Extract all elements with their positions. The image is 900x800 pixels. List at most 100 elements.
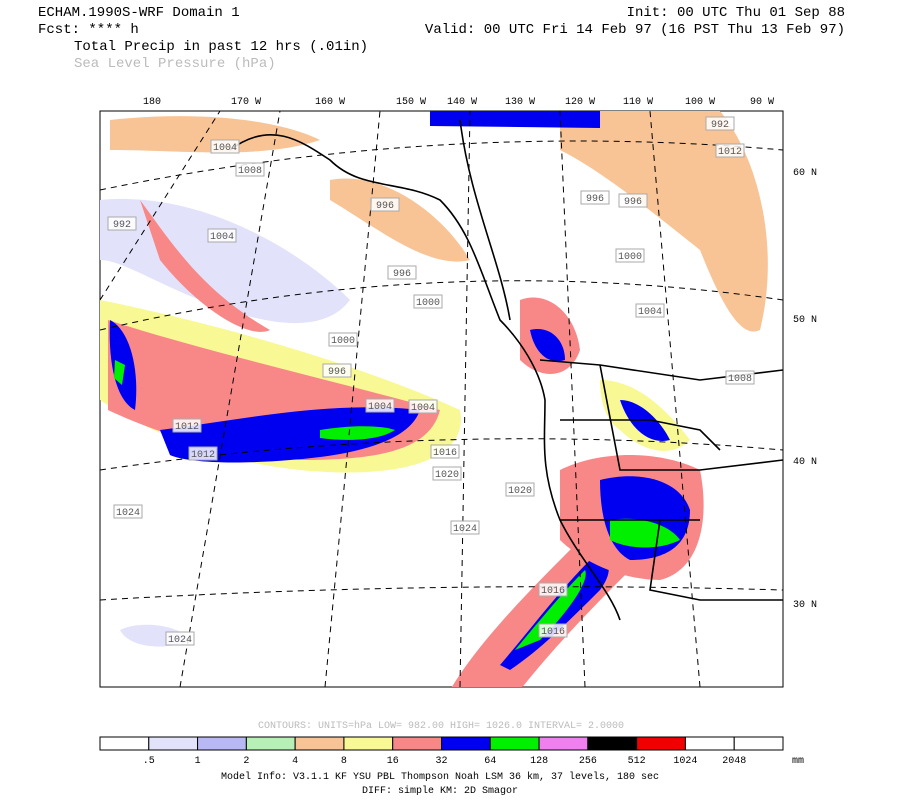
- contour-label: 1012: [175, 422, 199, 433]
- contour-label-box: [430, 444, 460, 459]
- contour-label-box: [322, 363, 352, 378]
- contour-label-box: [538, 582, 568, 597]
- colorbar-box: [99, 736, 150, 751]
- lon-label: 140 W: [447, 97, 477, 108]
- colorbar-box: [294, 736, 345, 751]
- contour-label: 992: [711, 120, 729, 131]
- contour-label-box: [370, 197, 400, 212]
- contour-label-box: [387, 265, 417, 280]
- contour-label: 1012: [718, 147, 742, 158]
- contour-label: 996: [393, 269, 411, 280]
- colorbar-box: [148, 736, 199, 751]
- init: Init: 00 UTC Thu 01 Sep 88: [627, 5, 845, 21]
- contour-label-box: [432, 466, 462, 481]
- contour-label: 996: [586, 194, 604, 205]
- lat-label: 50 N: [793, 315, 817, 326]
- colorbar-label: 8: [341, 756, 347, 767]
- contour-label-box: [580, 190, 610, 205]
- contour-label-box: [705, 116, 735, 131]
- contour-label: 1016: [541, 627, 565, 638]
- contour-label-box: [365, 398, 395, 413]
- colorbar-box: [343, 736, 394, 751]
- lon-label: 130 W: [505, 97, 535, 108]
- contour-label: 1016: [433, 448, 457, 459]
- colorbar-label: 512: [628, 756, 646, 767]
- colorbar-box: [538, 736, 589, 751]
- contour-label-box: [107, 216, 137, 231]
- colorbar-label: 32: [435, 756, 447, 767]
- contour-label: 1000: [618, 252, 642, 263]
- colorbar-label: 1024: [673, 756, 697, 767]
- contour-label: 1024: [453, 524, 477, 535]
- contour-label-box: [408, 399, 438, 414]
- contour-label-box: [113, 504, 143, 519]
- contour-label-box: [172, 418, 202, 433]
- colorbar-label: .5: [143, 756, 155, 767]
- contour-info: CONTOURS: UNITS=hPa LOW= 982.00 HIGH= 10…: [258, 720, 624, 732]
- colorbar-label: 2: [243, 756, 249, 767]
- colorbar-label: 256: [579, 756, 597, 767]
- contour-label: 1016: [541, 586, 565, 597]
- colorbar-box: [684, 736, 735, 751]
- colorbar-unit: mm: [792, 756, 804, 767]
- colorbar-label: 2048: [722, 756, 746, 767]
- contour-label: 992: [113, 220, 131, 231]
- contour-label: 1004: [638, 307, 662, 318]
- contour-label-box: [235, 162, 265, 177]
- model: ECHAM.1990S-WRF Domain 1: [38, 5, 240, 21]
- map: [99, 110, 784, 688]
- contour-label: 996: [328, 367, 346, 378]
- contour-label: 1000: [416, 298, 440, 309]
- contour-label-box: [450, 520, 480, 535]
- colorbar-box: [733, 736, 784, 751]
- contour-label: 1012: [191, 450, 215, 461]
- info2: DIFF: simple KM: 2D Smagor: [362, 785, 518, 797]
- lon-label: 180: [143, 97, 161, 108]
- lon-label: 120 W: [565, 97, 595, 108]
- field2: Sea Level Pressure (hPa): [74, 56, 276, 72]
- lon-label: 110 W: [623, 97, 653, 108]
- contour-label: 1004: [210, 232, 234, 243]
- contour-label: 1008: [728, 374, 752, 385]
- contour-label-box: [210, 139, 240, 154]
- colorbar-label: 4: [292, 756, 298, 767]
- colorbar-box: [197, 736, 247, 751]
- forecast: Fcst: **** h: [38, 22, 139, 38]
- contour-label: 1000: [331, 336, 355, 347]
- colorbar-box: [489, 736, 540, 751]
- contour-label-box: [615, 248, 645, 263]
- contour-label: 1004: [411, 403, 435, 414]
- colorbar-label: 64: [484, 756, 496, 767]
- contour-label-box: [618, 193, 648, 208]
- contour-label: 1004: [368, 402, 392, 413]
- contour-label: 1020: [508, 486, 532, 497]
- colorbar-label: 1: [195, 756, 201, 767]
- contour-label-box: [207, 228, 237, 243]
- contour-label: 996: [624, 197, 642, 208]
- field1: Total Precip in past 12 hrs (.01in): [74, 39, 368, 55]
- contour-label-box: [725, 370, 755, 385]
- info1: Model Info: V3.1.1 KF YSU PBL Thompson N…: [221, 771, 659, 783]
- lat-label: 30 N: [793, 600, 817, 611]
- contour-label: 1008: [238, 166, 262, 177]
- contour-label-box: [413, 294, 443, 309]
- colorbar-label: 16: [387, 756, 399, 767]
- contour-label-box: [538, 623, 568, 638]
- lon-label: 100 W: [685, 97, 715, 108]
- colorbar-box: [245, 736, 296, 751]
- contour-label-box: [328, 332, 358, 347]
- colorbar-box: [636, 736, 686, 751]
- colorbar-label: 128: [530, 756, 548, 767]
- lat-label: 40 N: [793, 457, 817, 468]
- colorbar-box: [392, 736, 443, 751]
- contour-label-box: [165, 631, 195, 646]
- lon-label: 150 W: [396, 97, 426, 108]
- contour-label-box: [505, 482, 535, 497]
- lat-label: 60 N: [793, 168, 817, 179]
- contour-label: 1024: [116, 508, 140, 519]
- lon-label: 160 W: [315, 97, 345, 108]
- colorbar-box: [441, 736, 491, 751]
- contour-label-box: [635, 303, 665, 318]
- contour-label-box: [715, 143, 745, 158]
